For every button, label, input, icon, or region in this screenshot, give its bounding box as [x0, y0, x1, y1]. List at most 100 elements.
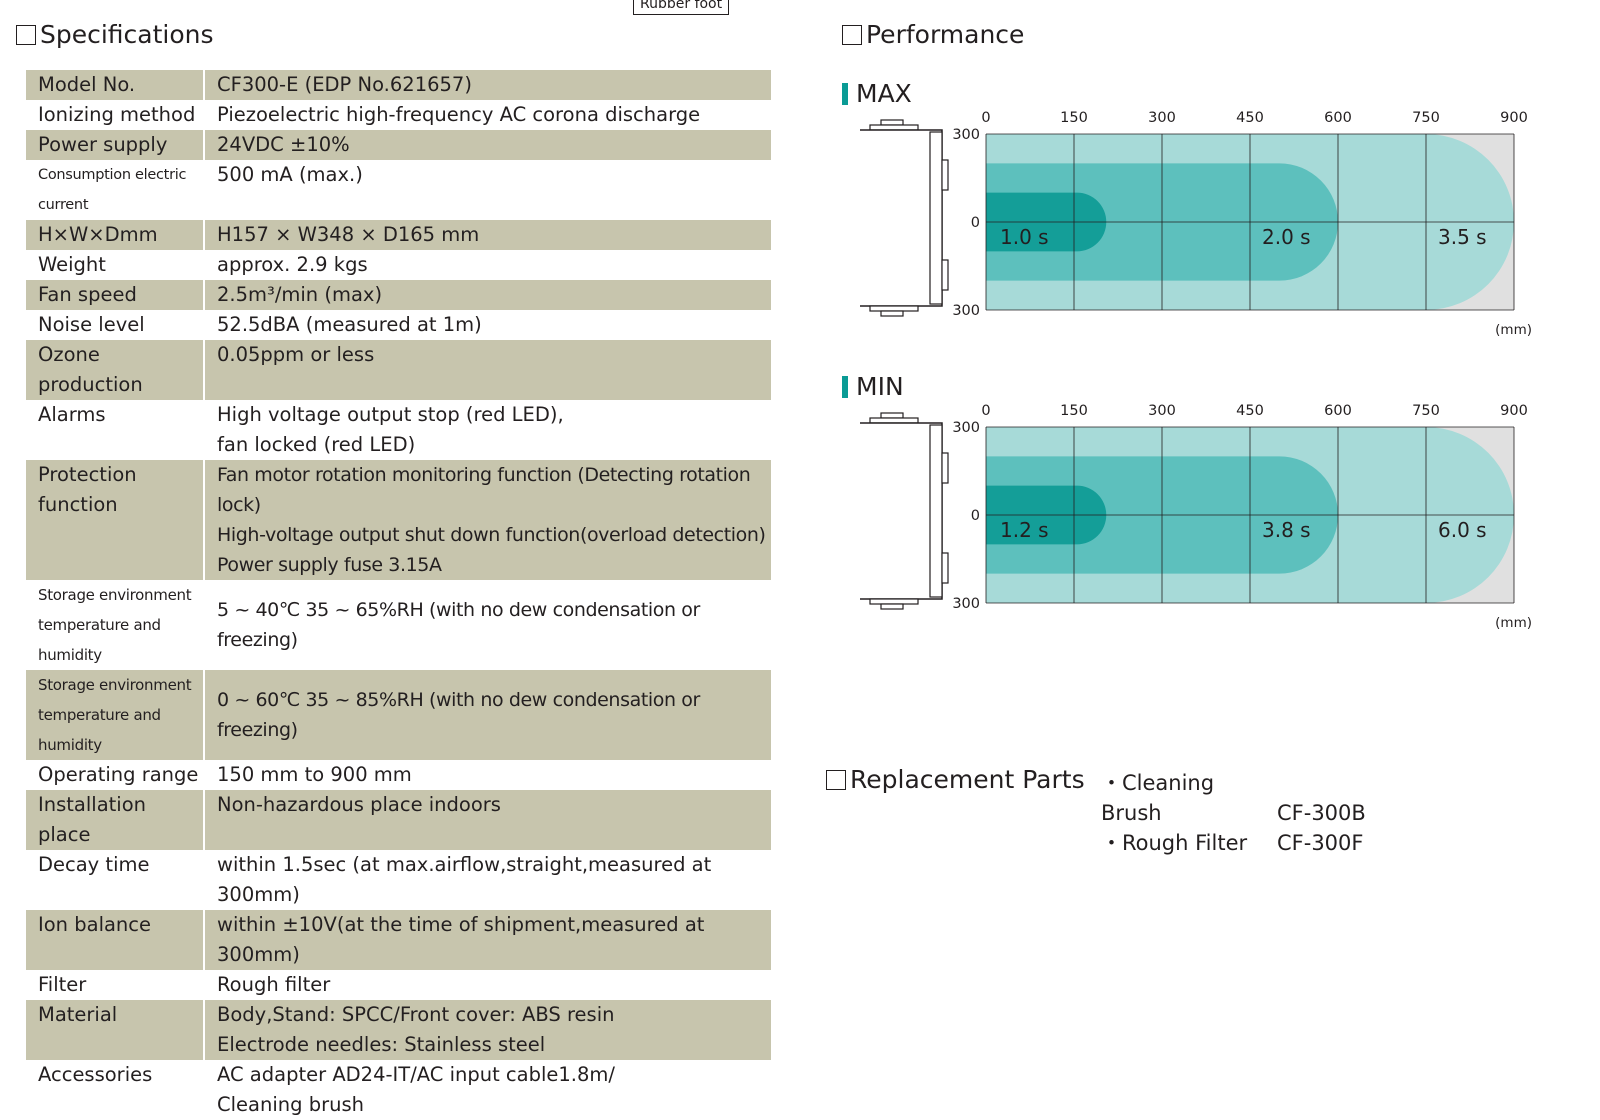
spec-row: Power supply 24VDC ±10% — [26, 130, 771, 160]
spec-label: Accessories — [26, 1060, 205, 1120]
spec-label: Noise level — [26, 310, 205, 340]
spec-value: within ±10V(at the time of shipment,meas… — [204, 910, 771, 970]
zone-time-label: 3.5 s — [1438, 225, 1487, 249]
zone-time-label: 3.8 s — [1262, 518, 1311, 542]
performance-heading: Performance — [842, 20, 1024, 49]
device-top-foot — [880, 412, 904, 419]
y-tick-label: 300 — [952, 420, 980, 436]
spec-value-line: Piezoelectric high-frequency AC corona d… — [217, 103, 701, 126]
spec-value-line: High-voltage output shut down function(o… — [217, 524, 766, 546]
replacement-part-item: ・Rough Filter CF-300F — [1101, 828, 1366, 858]
rubber-foot-label: Rubber foot — [633, 0, 730, 15]
x-tick-label: 900 — [1500, 403, 1528, 419]
device-bottom-foot — [880, 603, 904, 610]
x-tick-label: 750 — [1412, 403, 1440, 419]
replacement-parts-list: ・Cleaning Brush CF-300B ・Rough Filter CF-3… — [1101, 768, 1366, 858]
spec-value-line: fan locked (red LED) — [217, 433, 416, 456]
specifications-table: Model No. CF300-E (EDP No.621657) Ionizing… — [26, 70, 771, 1120]
spec-row: Material Body,Stand: SPCC/Front cover: AB… — [26, 1000, 771, 1060]
chart-title-min: MIN — [842, 372, 904, 401]
device-front-cover — [929, 424, 943, 598]
spec-value-line: Electrode needles: Stainless steel — [217, 1033, 546, 1056]
replacement-parts-heading-text: Replacement Parts — [850, 765, 1085, 794]
zone-time-label: 1.2 s — [1000, 518, 1049, 542]
spec-label: Weight — [26, 250, 205, 280]
zone-time-label: 6.0 s — [1438, 518, 1487, 542]
spec-value-line: CF300-E (EDP No.621657) — [217, 73, 472, 96]
x-tick-label: 600 — [1324, 110, 1352, 126]
chart-title-max: MAX — [842, 79, 912, 108]
spec-label-line: temperature and humidity — [38, 616, 161, 664]
spec-value-line: AC adapter AD24-IT/AC input cable1.8m/ — [217, 1063, 615, 1086]
spec-value-line: approx. 2.9 kgs — [217, 253, 368, 276]
spec-row: Operating range 150 mm to 900 mm — [26, 760, 771, 790]
device-front-tab — [941, 259, 949, 291]
spec-value: 24VDC ±10% — [204, 130, 771, 160]
x-tick-label: 150 — [1060, 110, 1088, 126]
spec-value-line: H157 × W348 × D165 mm — [217, 223, 480, 246]
spec-value-line: 150 mm to 900 mm — [217, 763, 412, 786]
x-tick-label: 300 — [1148, 110, 1176, 126]
spec-value: Fan motor rotation monitoring function (… — [204, 460, 771, 580]
spec-value: 0 ~ 60℃ 35 ~ 85%RH (with no dew condensa… — [204, 670, 771, 760]
spec-value-line: Body,Stand: SPCC/Front cover: ABS resin — [217, 1003, 615, 1026]
spec-row: Accessories AC adapter AD24-IT/AC input c… — [26, 1060, 771, 1120]
spec-label: Operating range — [26, 760, 205, 790]
spec-label: Fan speed — [26, 280, 205, 310]
device-bottom-cap — [869, 305, 919, 312]
spec-value-line: within ±10V(at the time of shipment,meas… — [217, 913, 705, 966]
spec-row: Noise level 52.5dBA (measured at 1m) — [26, 310, 771, 340]
spec-value-line: within 1.5sec (at max.airflow,straight,m… — [217, 853, 712, 906]
spec-label: Decay time — [26, 850, 205, 910]
spec-label: Storage environment temperature and humid… — [26, 580, 205, 670]
checkbox-square-icon — [842, 24, 862, 45]
device-bottom-foot — [880, 310, 904, 317]
specifications-heading: Specifications — [16, 20, 214, 49]
spec-label-line: temperature and humidity — [38, 706, 161, 754]
spec-value-line: 5 ~ 40℃ 35 ~ 65%RH (with no dew condensa… — [217, 599, 700, 651]
spec-label-line: Storage environment — [38, 676, 192, 694]
zone-time-label: 1.0 s — [1000, 225, 1049, 249]
device-bottom-cap — [869, 598, 919, 605]
unit-label: (mm) — [1495, 615, 1532, 631]
title-bar-icon — [842, 82, 848, 105]
y-tick-label: 0 — [971, 215, 980, 231]
spec-row: Filter Rough filter — [26, 970, 771, 1000]
spec-value: within 1.5sec (at max.airflow,straight,m… — [204, 850, 771, 910]
spec-label: Filter — [26, 970, 205, 1000]
zone-time-label: 2.0 s — [1262, 225, 1311, 249]
spec-label: Protection function — [26, 460, 205, 580]
x-tick-label: 900 — [1500, 110, 1528, 126]
spec-row: Consumption electric current 500 mA (max.… — [26, 160, 771, 220]
spec-label: Storage environment temperature and humid… — [26, 670, 205, 760]
part-name: ・Cleaning Brush — [1101, 771, 1215, 825]
spec-value: 5 ~ 40℃ 35 ~ 65%RH (with no dew condensa… — [204, 580, 771, 670]
spec-row: Weight approx. 2.9 kgs — [26, 250, 771, 280]
spec-value-line: Fan motor rotation monitoring function (… — [217, 464, 751, 516]
spec-value: approx. 2.9 kgs — [204, 250, 771, 280]
spec-value-line: 24VDC ±10% — [217, 133, 350, 156]
spec-row: Model No. CF300-E (EDP No.621657) — [26, 70, 771, 100]
spec-value: Body,Stand: SPCC/Front cover: ABS resin E… — [204, 1000, 771, 1060]
spec-label: Power supply — [26, 130, 205, 160]
spec-label-line: Storage environment — [38, 586, 192, 604]
spec-label: Alarms — [26, 400, 205, 460]
spec-label: Material — [26, 1000, 205, 1060]
spec-row: Ozone production 0.05ppm or less — [26, 340, 771, 400]
spec-value: H157 × W348 × D165 mm — [204, 220, 771, 250]
performance-heading-text: Performance — [866, 20, 1025, 49]
spec-row: Decay time within 1.5sec (at max.airflow,… — [26, 850, 771, 910]
spec-row: Ionizing method Piezoelectric high-freque… — [26, 100, 771, 130]
checkbox-square-icon — [16, 24, 36, 45]
x-tick-label: 300 — [1148, 403, 1176, 419]
x-tick-label: 0 — [981, 403, 990, 419]
x-tick-label: 600 — [1324, 403, 1352, 419]
unit-label: (mm) — [1495, 322, 1532, 338]
spec-value-line: 52.5dBA (measured at 1m) — [217, 313, 482, 336]
device-body — [860, 422, 943, 600]
spec-label: Ozone production — [26, 340, 205, 400]
y-tick-label: 0 — [971, 508, 980, 524]
title-bar-icon — [842, 375, 848, 398]
